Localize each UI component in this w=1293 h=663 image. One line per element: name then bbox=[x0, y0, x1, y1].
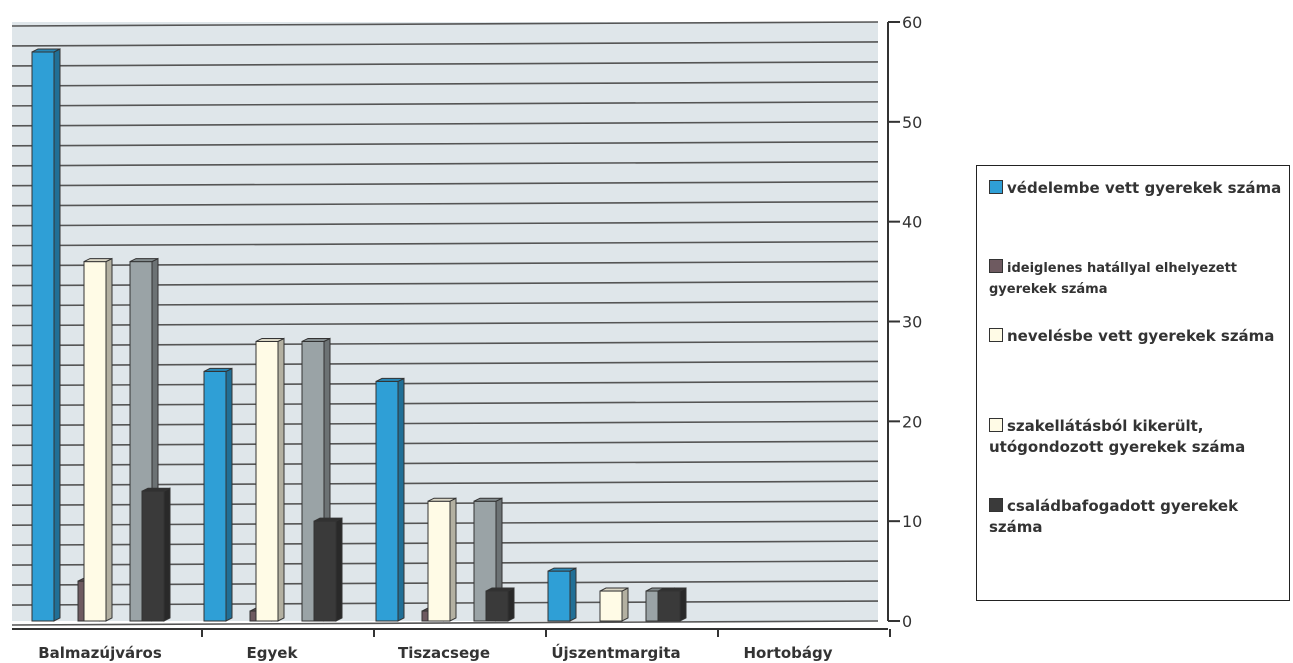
bar-top bbox=[141, 487, 171, 492]
y-tick-label: 50 bbox=[902, 113, 922, 132]
grid-line bbox=[11, 101, 879, 107]
bar bbox=[31, 51, 55, 622]
bar-side bbox=[569, 567, 577, 622]
bar bbox=[427, 500, 451, 622]
legend-item-3: nevelésbe vett gyerekek száma bbox=[989, 326, 1287, 347]
bar-side bbox=[105, 257, 113, 622]
grid-line bbox=[11, 141, 879, 147]
bar bbox=[547, 570, 571, 622]
grid-line bbox=[11, 21, 879, 27]
bars bbox=[31, 48, 687, 622]
bar-side bbox=[163, 487, 171, 622]
bar-top bbox=[427, 497, 457, 502]
grid-line bbox=[11, 160, 879, 167]
grid-line bbox=[11, 61, 879, 67]
y-tick-label: 60 bbox=[902, 13, 922, 32]
y-tick-label: 40 bbox=[902, 213, 922, 232]
bar bbox=[485, 590, 509, 622]
bar-top bbox=[313, 517, 343, 522]
bar bbox=[203, 370, 227, 622]
legend-item-4: szakellátásból kikerült, utógondozott gy… bbox=[989, 416, 1287, 458]
grid-line bbox=[11, 200, 879, 207]
x-category-label: Egyek bbox=[247, 644, 299, 662]
legend-swatch-2 bbox=[989, 259, 1003, 273]
y-tick-label: 10 bbox=[902, 512, 922, 531]
legend-label-4: szakellátásból kikerült, utógondozott gy… bbox=[989, 417, 1246, 456]
bar-side bbox=[335, 517, 343, 622]
bar-top bbox=[301, 337, 331, 342]
grid-line bbox=[11, 81, 879, 87]
bar-top bbox=[203, 367, 233, 372]
x-category-label: Újszentmargita bbox=[551, 643, 680, 662]
bar-top bbox=[129, 258, 159, 263]
legend-swatch-3 bbox=[989, 328, 1003, 342]
bar-top bbox=[83, 258, 113, 263]
bar bbox=[313, 520, 337, 622]
legend-item-2: ideiglenes hatállyal elhelyezett gyereke… bbox=[989, 258, 1287, 300]
bar bbox=[141, 490, 165, 622]
y-tick-label: 0 bbox=[902, 612, 912, 631]
grid-line bbox=[11, 220, 879, 227]
bar-side bbox=[225, 367, 233, 622]
bar bbox=[599, 590, 623, 622]
bar-side bbox=[397, 377, 405, 622]
bar bbox=[83, 261, 107, 622]
bar-side bbox=[53, 48, 61, 622]
bar-top bbox=[547, 567, 577, 572]
bar bbox=[375, 380, 399, 622]
y-tick-label: 20 bbox=[902, 412, 922, 431]
legend-item-1: védelembe vett gyerekek száma bbox=[989, 178, 1287, 199]
y-tick-label: 30 bbox=[902, 313, 922, 332]
grid-line bbox=[11, 620, 879, 626]
bar-top bbox=[485, 587, 515, 592]
y-tick-labels: 0 10 20 30 40 50 60 bbox=[888, 13, 922, 631]
bar-top bbox=[31, 48, 61, 53]
bar-side bbox=[621, 587, 629, 622]
bar bbox=[255, 340, 279, 622]
x-category-labels: Balmazújváros Egyek Tiszacsege Újszentmargi… bbox=[38, 629, 891, 662]
legend-label-3: nevelésbe vett gyerekek száma bbox=[1007, 327, 1275, 345]
bar-side bbox=[449, 497, 457, 622]
legend-item-5: családbafogadott gyerekek száma bbox=[989, 496, 1287, 538]
bar-top bbox=[657, 587, 687, 592]
x-category-label: Balmazújváros bbox=[38, 644, 162, 662]
legend-swatch-5 bbox=[989, 498, 1003, 512]
grid-line bbox=[11, 180, 879, 187]
bar-top bbox=[255, 337, 285, 342]
legend-label-2: ideiglenes hatállyal elhelyezett gyereke… bbox=[989, 261, 1238, 297]
legend-swatch-1 bbox=[989, 180, 1003, 194]
bar bbox=[657, 590, 681, 622]
bar-side bbox=[679, 587, 687, 622]
x-category-label: Hortobágy bbox=[743, 644, 832, 662]
bar-top bbox=[473, 497, 503, 502]
bar-top bbox=[599, 587, 629, 592]
bar-top bbox=[375, 377, 405, 382]
legend-swatch-4 bbox=[989, 418, 1003, 432]
bar-side bbox=[277, 337, 285, 622]
grid-line bbox=[11, 121, 879, 127]
legend-label-1: védelembe vett gyerekek száma bbox=[1007, 179, 1282, 197]
grid-line bbox=[11, 240, 879, 247]
legend: védelembe vett gyerekek száma ideiglenes… bbox=[976, 165, 1290, 601]
legend-label-5: családbafogadott gyerekek száma bbox=[989, 497, 1239, 536]
x-category-label: Tiszacsege bbox=[398, 644, 490, 662]
grid-line bbox=[11, 41, 879, 47]
bar-side bbox=[507, 587, 515, 622]
